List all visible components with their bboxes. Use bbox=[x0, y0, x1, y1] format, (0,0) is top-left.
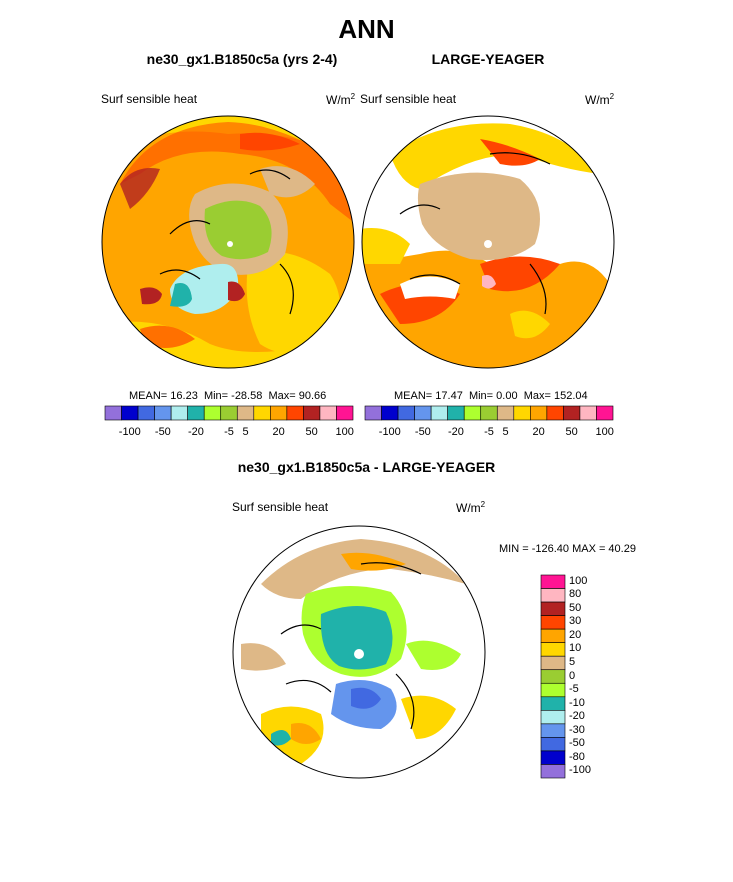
colorbar-tick-label: -100 bbox=[378, 426, 401, 438]
panel3-variable-label: Surf sensible heat bbox=[232, 500, 329, 514]
colorbar-box bbox=[397, 405, 415, 421]
colorbar-box bbox=[253, 405, 271, 421]
colorbar-box bbox=[121, 405, 139, 421]
colorbar-box bbox=[137, 405, 155, 421]
panel2-polar-map bbox=[361, 115, 615, 369]
panel3-units: W/m2 bbox=[456, 500, 486, 515]
colorbar-tick-label: 20 bbox=[532, 426, 545, 438]
colorbar-tick-label: -5 bbox=[569, 683, 579, 696]
colorbar-box bbox=[364, 405, 382, 421]
colorbar-box bbox=[414, 405, 432, 421]
colorbar-box bbox=[319, 405, 337, 421]
colorbar-tick-label: -50 bbox=[154, 426, 171, 438]
colorbar-tick-label: 20 bbox=[272, 426, 285, 438]
colorbar-tick-label: -10 bbox=[569, 696, 585, 709]
colorbar-box bbox=[540, 642, 566, 657]
colorbar-box bbox=[596, 405, 614, 421]
colorbar-tick-label: -5 bbox=[484, 426, 494, 438]
colorbar-box bbox=[463, 405, 482, 421]
panel1-colorbar bbox=[104, 405, 354, 421]
colorbar-tick-label: -5 bbox=[224, 426, 234, 438]
colorbar-tick-label: 5 bbox=[569, 655, 576, 668]
colorbar-box bbox=[540, 682, 566, 698]
colorbar-box bbox=[104, 405, 122, 421]
colorbar-tick-label: -20 bbox=[187, 426, 204, 438]
colorbar-tick-label: -50 bbox=[569, 737, 585, 750]
colorbar-box bbox=[540, 669, 566, 684]
colorbar-tick-label: 0 bbox=[569, 669, 576, 682]
colorbar-box bbox=[563, 405, 581, 421]
colorbar-box bbox=[540, 750, 566, 765]
colorbar-box bbox=[540, 655, 566, 671]
colorbar-box bbox=[336, 405, 354, 421]
colorbar-box bbox=[286, 405, 304, 421]
panel3-minmax: MIN = -126.40 MAX = 40.29 bbox=[499, 543, 636, 555]
colorbar-box bbox=[270, 405, 288, 421]
colorbar-box bbox=[540, 574, 566, 589]
panel2-variable-label: Surf sensible heat bbox=[360, 92, 457, 106]
colorbar-tick-label: 5 bbox=[502, 426, 509, 438]
colorbar-box bbox=[381, 405, 399, 421]
panel1-heading: ne30_gx1.B1850c5a (yrs 2-4) bbox=[146, 51, 338, 67]
panel2-units: W/m2 bbox=[585, 92, 615, 107]
colorbar-box bbox=[513, 405, 531, 421]
colorbar-box bbox=[546, 405, 564, 421]
colorbar-tick-label: -50 bbox=[414, 426, 431, 438]
colorbar-box bbox=[447, 405, 465, 421]
panel1-variable-label: Surf sensible heat bbox=[101, 92, 198, 106]
colorbar-box bbox=[220, 405, 238, 421]
colorbar-box bbox=[540, 696, 566, 711]
panel1-stats: MEAN= 16.23 Min= -28.58 Max= 90.66 bbox=[129, 390, 327, 402]
panel2-heading: LARGE-YEAGER bbox=[431, 51, 545, 67]
panel2-stats: MEAN= 17.47 Min= 0.00 Max= 152.04 bbox=[394, 390, 588, 402]
colorbar-tick-label: 50 bbox=[305, 426, 318, 438]
colorbar-box bbox=[540, 737, 566, 752]
colorbar-tick-label: 100 bbox=[335, 426, 354, 438]
colorbar-tick-label: -30 bbox=[569, 723, 585, 736]
colorbar-tick-label: -100 bbox=[569, 764, 592, 777]
panel1-units: W/m2 bbox=[326, 92, 356, 107]
colorbar-tick-label: 20 bbox=[569, 628, 582, 641]
colorbar-box bbox=[540, 710, 566, 725]
panel3-heading: ne30_gx1.B1850c5a - LARGE-YEAGER bbox=[237, 459, 496, 475]
colorbar-tick-label: 50 bbox=[565, 426, 578, 438]
colorbar-box bbox=[540, 723, 566, 738]
colorbar-box bbox=[496, 405, 515, 421]
colorbar-tick-label: 100 bbox=[569, 574, 588, 587]
colorbar-box bbox=[170, 405, 188, 421]
colorbar-box bbox=[540, 601, 566, 616]
colorbar-box bbox=[236, 405, 255, 421]
panel3-colorbar bbox=[540, 574, 566, 779]
colorbar-box bbox=[540, 615, 566, 630]
colorbar-box bbox=[530, 405, 548, 421]
colorbar-tick-label: 50 bbox=[569, 601, 582, 614]
colorbar-box bbox=[480, 405, 498, 421]
colorbar-tick-label: -100 bbox=[118, 426, 141, 438]
colorbar-box bbox=[154, 405, 172, 421]
figure-title: ANN bbox=[338, 14, 395, 44]
colorbar-box bbox=[540, 764, 566, 779]
panel3-polar-map bbox=[232, 525, 486, 779]
colorbar-tick-label: 5 bbox=[242, 426, 249, 438]
colorbar-tick-label: 10 bbox=[569, 642, 582, 655]
colorbar-tick-label: 100 bbox=[595, 426, 614, 438]
colorbar-tick-label: -80 bbox=[569, 750, 585, 763]
colorbar-box bbox=[430, 405, 448, 421]
colorbar-tick-label: 30 bbox=[569, 615, 582, 628]
panel1-polar-map bbox=[101, 115, 355, 369]
colorbar-tick-label: -20 bbox=[447, 426, 464, 438]
colorbar-box bbox=[203, 405, 222, 421]
panel2-colorbar bbox=[364, 405, 614, 421]
colorbar-box bbox=[540, 628, 566, 643]
colorbar-box bbox=[187, 405, 205, 421]
colorbar-tick-label: 80 bbox=[569, 588, 582, 601]
colorbar-box bbox=[579, 405, 597, 421]
colorbar-box bbox=[303, 405, 321, 421]
colorbar-box bbox=[540, 588, 566, 603]
colorbar-tick-label: -20 bbox=[569, 710, 585, 723]
